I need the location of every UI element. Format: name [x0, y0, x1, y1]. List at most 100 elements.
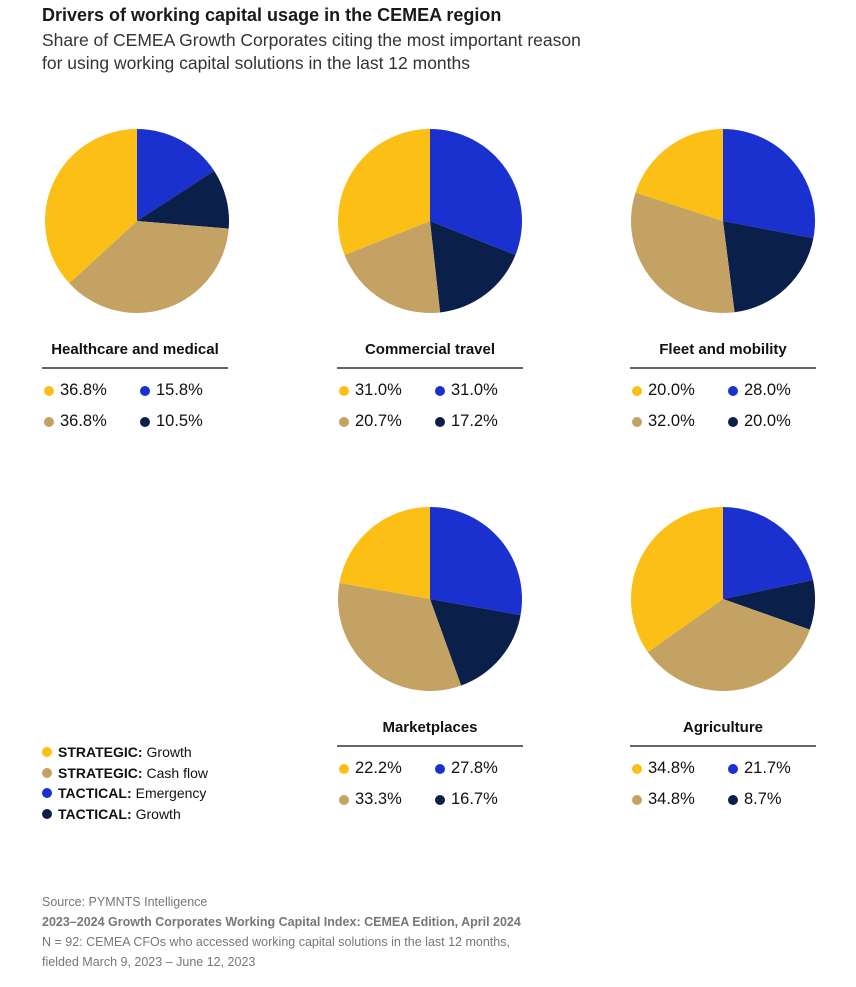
divider: [42, 367, 228, 369]
value-label: 34.8%: [632, 759, 728, 778]
chart-subtitle: Share of CEMEA Growth Corporates citing …: [42, 29, 581, 75]
value-label: 16.7%: [435, 790, 525, 809]
pie-title: Marketplaces: [382, 719, 478, 736]
color-dot-icon: [728, 385, 738, 396]
value-label: 20.0%: [632, 381, 728, 400]
legend-category: STRATEGIC:: [58, 764, 143, 781]
value-label: 20.0%: [728, 412, 818, 431]
divider: [630, 745, 816, 747]
pie-legend-panel: Marketplaces 22.2% 27.8% 33.3% 16.7%: [337, 719, 523, 809]
value-text: 32.0%: [648, 412, 695, 430]
report-title: 2023–2024 Growth Corporates Working Capi…: [42, 915, 521, 929]
value-label: 34.8%: [632, 790, 728, 809]
pie-legend-panel: Healthcare and medical 36.8% 15.8% 36.8% 10.…: [42, 341, 228, 431]
pie-chart: [338, 129, 522, 313]
sample-note: N = 92: CEMEA CFOs who accessed working …: [42, 935, 510, 949]
value-text: 34.8%: [648, 790, 695, 808]
value-label: 22.2%: [339, 759, 435, 778]
source: Source: PYMNTS Intelligence: [42, 895, 208, 909]
pie-slice-strategic-cash-flow: [338, 582, 462, 691]
pie-slice-strategic-growth: [338, 129, 430, 256]
value-text: 28.0%: [744, 381, 791, 399]
pie-chart: [338, 507, 522, 691]
color-dot-icon: [435, 385, 445, 396]
pie-legend-panel: Agriculture 34.8% 21.7% 34.8% 8.7%: [630, 719, 816, 809]
value-text: 20.0%: [744, 412, 791, 430]
pie-slice-tactical-growth: [137, 170, 230, 229]
pie-title: Commercial travel: [364, 341, 496, 358]
pie-slice-strategic-cash-flow: [647, 599, 810, 691]
sample-note: fielded March 9, 2023 – June 12, 2023: [42, 955, 256, 969]
pie-legend-panel: Fleet and mobility 20.0% 28.0% 32.0% 20.0%: [630, 341, 816, 431]
color-dot-icon: [632, 385, 642, 396]
color-dot-icon: [339, 416, 349, 427]
value-label: 8.7%: [728, 790, 818, 809]
value-text: 20.0%: [648, 381, 695, 399]
pie-slice-strategic-cash-flow: [69, 221, 229, 313]
value-label: 20.7%: [339, 412, 435, 431]
legend-item: STRATEGIC: Growth: [42, 742, 208, 763]
value-text: 36.8%: [60, 381, 107, 399]
pie-slice-strategic-growth: [635, 129, 723, 221]
pie-slice-strategic-growth: [631, 507, 723, 653]
value-label: 28.0%: [728, 381, 818, 400]
color-dot-icon: [339, 385, 349, 396]
value-label: 32.0%: [632, 412, 728, 431]
value-text: 31.0%: [451, 381, 498, 399]
pie-slice-strategic-growth: [339, 507, 430, 599]
pie-slice-tactical-emergency: [723, 507, 814, 599]
pie-slice-strategic-cash-flow: [631, 192, 735, 313]
pie-title: Agriculture: [682, 719, 763, 736]
divider: [337, 367, 523, 369]
value-label: 33.3%: [339, 790, 435, 809]
pie-chart: [631, 507, 815, 691]
value-label: 27.8%: [435, 759, 525, 778]
pie-slice-tactical-growth: [723, 221, 814, 313]
color-dot-icon: [632, 763, 642, 774]
color-dot-icon: [339, 794, 349, 805]
pie-slice-tactical-growth: [723, 580, 815, 630]
legend: STRATEGIC: Growth STRATEGIC: Cash flow TACTI…: [42, 742, 208, 824]
legend-label: Growth: [146, 744, 192, 761]
pie-title: Fleet and mobility: [659, 341, 787, 358]
pie-slice-tactical-emergency: [430, 129, 522, 256]
pie-slice-tactical-emergency: [137, 129, 215, 221]
pie-chart: [45, 129, 230, 313]
value-text: 15.8%: [156, 381, 203, 399]
color-dot-icon: [435, 416, 445, 427]
pie-slice-tactical-growth: [430, 599, 521, 686]
divider: [337, 745, 523, 747]
value-label: 21.7%: [728, 759, 818, 778]
color-dot-icon: [44, 385, 54, 396]
value-text: 17.2%: [451, 412, 498, 430]
pie-title: Healthcare and medical: [51, 341, 219, 358]
pie-slice-strategic-growth: [45, 129, 137, 284]
value-label: 36.8%: [44, 381, 140, 400]
subtitle-line: for using working capital solutions in t…: [42, 53, 471, 73]
subtitle-line: Share of CEMEA Growth Corporates citing …: [42, 30, 581, 50]
pie-slice-tactical-emergency: [723, 129, 815, 239]
legend-label: Cash flow: [146, 764, 208, 781]
legend-item: STRATEGIC: Cash flow: [42, 763, 208, 784]
footer: Source: PYMNTS Intelligence 2023–2024 Gr…: [42, 892, 521, 972]
pie-slice-tactical-emergency: [430, 507, 522, 616]
value-text: 10.5%: [156, 412, 203, 430]
color-dot-icon: [435, 763, 445, 774]
value-label: 31.0%: [339, 381, 435, 400]
legend-label: Growth: [135, 805, 181, 822]
legend-item: TACTICAL: Growth: [42, 804, 208, 825]
value-text: 16.7%: [451, 790, 498, 808]
color-dot-icon: [632, 416, 642, 427]
color-dot-icon: [44, 416, 54, 427]
color-dot-icon: [728, 794, 738, 805]
value-label: 10.5%: [140, 412, 230, 431]
chart-title: Drivers of working capital usage in the …: [42, 5, 502, 25]
value-text: 27.8%: [451, 759, 498, 777]
value-text: 22.2%: [355, 759, 402, 777]
pie-chart: [631, 129, 815, 313]
value-text: 36.8%: [60, 412, 107, 430]
value-label: 15.8%: [140, 381, 230, 400]
legend-item: TACTICAL: Emergency: [42, 783, 208, 804]
legend-label: Emergency: [135, 785, 207, 802]
value-text: 20.7%: [355, 412, 402, 430]
